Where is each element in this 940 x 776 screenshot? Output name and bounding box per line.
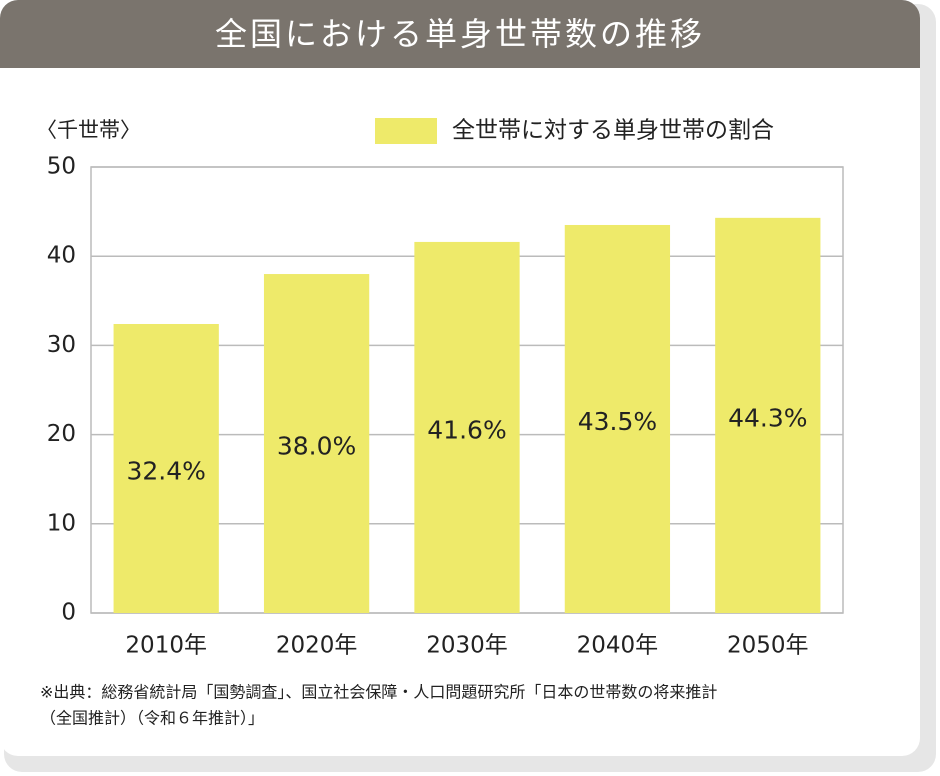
title-bar [0,0,920,68]
bar [564,224,671,614]
data-label: 44.3% [728,403,807,432]
source-note: ※出典：総務省統計局「国勢調査」、国立社会保障・人口問題研究所「日本の世帯数の将… [40,683,717,702]
data-label: 32.4% [126,456,205,485]
data-label: 41.6% [427,415,506,444]
x-tick-label: 2010年 [125,633,207,659]
bar [113,323,219,613]
y-tick-label: 40 [47,243,76,269]
data-label: 38.0% [277,432,356,461]
y-tick-label: 20 [47,421,76,447]
data-label: 43.5% [578,407,657,436]
bar [414,241,520,614]
source-note: （全国推計）（令和６年推計）」 [40,709,264,728]
y-axis-label: 〈千世帯〉 [36,118,141,142]
bar [715,217,821,613]
bar [263,274,370,613]
x-tick-label: 2040年 [577,633,659,659]
y-tick-label: 0 [61,600,76,626]
chart-title: 全国における単身世帯数の推移 [215,15,705,53]
x-tick-label: 2050年 [727,633,809,659]
x-tick-label: 2020年 [276,633,358,659]
x-tick-label: 2030年 [426,633,508,659]
y-tick-label: 50 [47,154,76,180]
y-tick-label: 30 [47,332,76,358]
legend-label: 全世帯に対する単身世帯の割合 [452,118,774,144]
y-tick-label: 10 [47,510,76,536]
legend-swatch [375,118,437,144]
